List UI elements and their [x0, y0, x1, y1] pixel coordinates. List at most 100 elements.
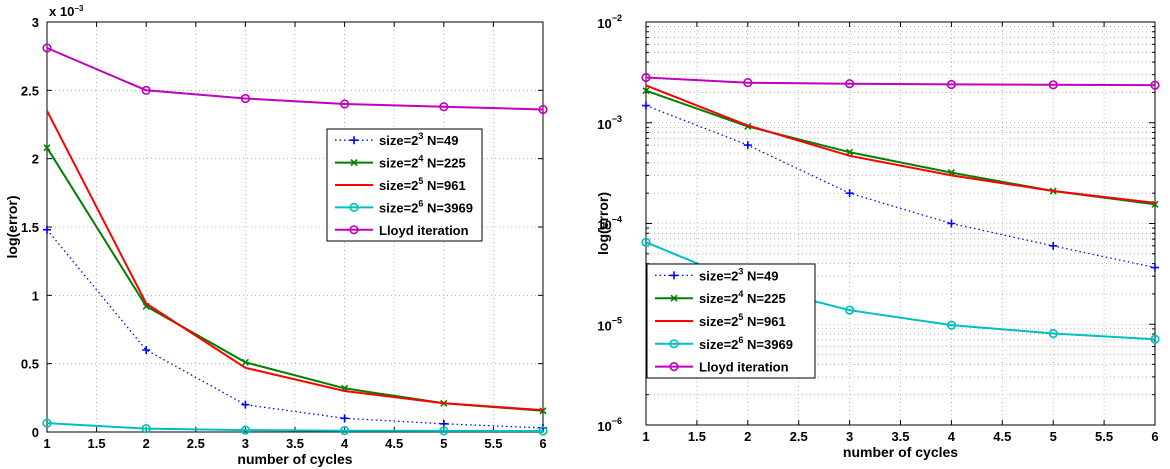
x-tick-label: 5.5 [484, 436, 502, 451]
x-tick-label: 5 [440, 436, 447, 451]
y-scale-exponent: −3 [74, 4, 84, 13]
legend-name: size=2 [699, 268, 738, 283]
legend-entry: size=23 N=49 [379, 131, 458, 148]
y-tick-exponent: −6 [612, 416, 622, 426]
legend-name-tail: N=3969 [423, 200, 473, 215]
x-tick-label: 3.5 [286, 436, 304, 451]
x-axis-label: number of cycles [843, 444, 958, 460]
axes-frame [645, 21, 1156, 426]
x-tick-label: 3 [242, 436, 249, 451]
data-point [1150, 80, 1160, 90]
x-tick-label: 3.5 [891, 429, 909, 444]
data-point [538, 426, 548, 436]
data-point [141, 423, 151, 434]
data-point [946, 320, 957, 330]
series-line [46, 110, 544, 412]
data-point [641, 72, 651, 83]
x-tick-label: 2 [143, 436, 150, 451]
data-point [743, 78, 753, 88]
y-tick-label: 10−3 [597, 114, 622, 132]
chart-right-log: 1 1.5 2 2.5 3 3.5 4 4.5 5 5.5 610−610−510−410−310−… [595, 13, 1160, 460]
legend-exponent: 6 [418, 198, 423, 208]
y-tick-label: 3 [32, 15, 39, 30]
y-tick-label: 1 [32, 288, 39, 303]
legend-exponent: 4 [418, 154, 423, 164]
legend-name-tail: N=3969 [743, 337, 793, 352]
x-tick-label: 4 [341, 436, 349, 451]
y-scale-multiplier: x 10−3 [49, 4, 84, 19]
y-tick-exponent: −4 [612, 215, 622, 225]
series-4 [42, 43, 548, 115]
x-tick-label: 2 [744, 429, 751, 444]
series-2 [645, 84, 1156, 204]
legend-name: Lloyd iteration [379, 223, 469, 238]
y-tick-label: 10−5 [597, 315, 622, 333]
x-axis-label: number of cycles [237, 451, 352, 467]
series-0 [642, 101, 1159, 272]
data-point [1048, 80, 1058, 90]
series-line [645, 84, 1156, 204]
x-tick-label: 1.5 [88, 436, 106, 451]
x-tick-label: 6 [1151, 429, 1158, 444]
legend-name: size=2 [699, 337, 738, 352]
data-point [439, 426, 449, 436]
legend-name-tail: N=225 [743, 291, 785, 306]
legend-name-tail: N=961 [743, 314, 785, 329]
legend-swatch-marker [349, 202, 359, 212]
data-point [539, 407, 547, 415]
legend-name: size=2 [379, 133, 418, 148]
y-tick-label: 2.5 [21, 83, 39, 98]
data-point [439, 102, 449, 112]
data-point [142, 346, 151, 354]
data-point [947, 219, 956, 228]
legend-exponent: 4 [738, 289, 743, 299]
x-tick-label: 6 [539, 436, 546, 451]
x-tick-label: 5 [1050, 429, 1057, 444]
chart-left-linear: 1 1.5 2 2.5 3 3.5 4 4.5 5 5.5 6 0 0.5 1 1.5 2 2.5 3 x 10−3… [4, 4, 548, 467]
legend-swatch-marker [669, 362, 679, 372]
data-point [43, 144, 51, 152]
series-line [46, 47, 544, 111]
x-tick-label: 4 [948, 429, 956, 444]
legend-swatch-marker [669, 339, 679, 349]
legend-entry: size=24 N=225 [379, 154, 466, 171]
data-point [641, 237, 651, 247]
data-point [340, 414, 349, 423]
series-2 [46, 110, 544, 412]
legend-name: Lloyd iteration [699, 360, 789, 375]
y-tick-exponent: −3 [612, 114, 622, 124]
x-tick-label: 1 [642, 429, 649, 444]
data-point [1150, 334, 1160, 344]
legend-name-tail: N=49 [743, 268, 778, 283]
x-tick-label: 4.5 [993, 429, 1011, 444]
data-point [42, 43, 52, 53]
legend-entry: Lloyd iteration [699, 360, 789, 375]
y-tick-base: 10 [597, 16, 611, 31]
legend-swatch-marker [670, 271, 678, 280]
legend-exponent: 3 [418, 131, 423, 141]
data-point [844, 79, 855, 89]
x-tick-label: 1.5 [688, 429, 706, 444]
y-tick-label: 0 [32, 425, 39, 440]
legend-entry: Lloyd iteration [379, 223, 469, 238]
data-point [642, 101, 650, 110]
legend-entry: size=23 N=49 [699, 266, 778, 283]
data-point [844, 305, 855, 315]
x-tick-label: 2.5 [790, 429, 808, 444]
y-tick-base: 10 [597, 117, 611, 132]
legend-entry: size=24 N=225 [699, 289, 786, 306]
y-tick-base: 10 [597, 419, 611, 434]
x-tick-label: 4.5 [385, 436, 403, 451]
data-point [743, 141, 752, 150]
legend-name: size=2 [699, 291, 738, 306]
legend-name: size=2 [379, 200, 418, 215]
data-point [946, 79, 957, 90]
legend-swatch-marker [350, 136, 358, 145]
y-tick-exponent: −5 [612, 315, 622, 325]
y-tick-label: 1.5 [21, 220, 39, 235]
legend-name: size=2 [699, 314, 738, 329]
y-tick-label: 10−4 [597, 215, 622, 233]
legend-entry: size=26 N=3969 [379, 198, 473, 215]
